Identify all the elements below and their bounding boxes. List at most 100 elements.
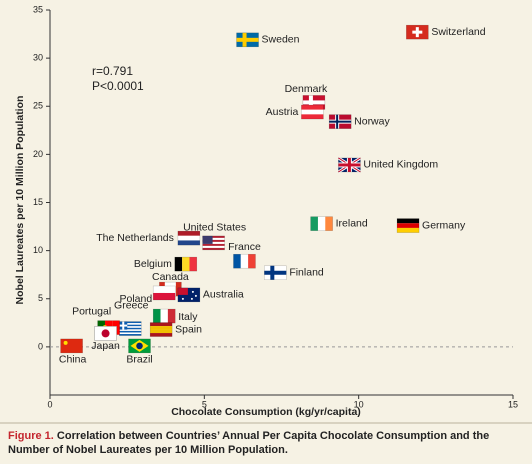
- flag-part: [264, 270, 287, 275]
- flag-part: [160, 309, 168, 324]
- flag-border: [202, 235, 225, 251]
- point-label: Brazil: [126, 354, 152, 366]
- flag-part: [248, 254, 256, 269]
- flag-part: [317, 216, 326, 231]
- point-label: Belgium: [134, 258, 172, 270]
- point-label: Portugal: [72, 305, 111, 317]
- flag-part: [397, 227, 420, 233]
- y-tick-label: 20: [33, 149, 43, 159]
- point-label: China: [59, 354, 87, 366]
- y-tick-label: 10: [33, 245, 43, 255]
- x-tick-label: 5: [202, 399, 207, 409]
- point-label: Japan: [91, 340, 120, 352]
- flag-part: [150, 333, 173, 337]
- y-tick-label: 5: [38, 293, 43, 303]
- flag-part: [177, 231, 200, 236]
- flag-part: [190, 297, 193, 300]
- point-label: Sweden: [262, 34, 300, 46]
- flag-border: [396, 218, 420, 233]
- flag-part: [301, 109, 324, 115]
- y-axis-label: Nobel Laureates per 10 Million Populatio…: [14, 96, 26, 305]
- background: [0, 0, 532, 424]
- flag-part: [150, 329, 173, 334]
- flag-part: [177, 235, 200, 241]
- y-tick-label: 25: [33, 101, 43, 111]
- flag-part: [301, 105, 324, 110]
- flag-part: [194, 294, 197, 297]
- flag-border: [406, 24, 429, 40]
- flag-marker: [202, 235, 225, 251]
- flag-part: [202, 241, 225, 244]
- flag-part: [202, 239, 225, 242]
- flag-part: [202, 235, 213, 244]
- flag-marker: [60, 338, 83, 354]
- flag-part: [182, 257, 190, 272]
- flag-border: [174, 256, 198, 272]
- y-tick-label: 0: [38, 341, 43, 351]
- point-label: Germany: [422, 219, 466, 231]
- flag-part: [301, 114, 324, 120]
- flag-part: [202, 243, 225, 246]
- flag-border: [310, 216, 333, 231]
- caption-text: Correlation between Countries’ Annual Pe…: [8, 430, 490, 456]
- flag-part: [153, 285, 176, 293]
- point-label: United States: [183, 222, 246, 234]
- flag-marker: [149, 322, 173, 337]
- point-label: United Kingdom: [363, 159, 438, 171]
- flag-border: [301, 104, 324, 120]
- flag-marker: [396, 218, 420, 233]
- flag-part: [202, 247, 225, 250]
- flag-border: [177, 230, 201, 246]
- point-label: Canada: [152, 271, 189, 283]
- point-label: Greece: [114, 299, 149, 311]
- flag-part: [202, 237, 225, 240]
- flag-part: [167, 309, 176, 324]
- chart: Chocolate Consumption (kg/yr/capita) Nob…: [0, 0, 532, 424]
- flag-part: [119, 324, 142, 327]
- caption: Figure 1. Correlation between Countries’…: [8, 429, 524, 457]
- flag-part: [119, 327, 142, 330]
- flag-marker: [119, 321, 142, 336]
- flag-border: [152, 285, 176, 301]
- x-tick-label: 10: [354, 399, 364, 409]
- point-label: Denmark: [285, 83, 328, 95]
- caption-label: Figure 1.: [8, 430, 54, 442]
- point-label: Poland: [120, 293, 153, 305]
- x-tick-label: 0: [47, 399, 52, 409]
- flag-part: [310, 216, 318, 231]
- x-tick-label: 15: [508, 399, 518, 409]
- flag-part: [119, 323, 142, 325]
- flag-marker: [328, 114, 352, 129]
- flag-part: [397, 223, 420, 228]
- flag-part: [119, 332, 142, 335]
- flag-part: [240, 254, 249, 269]
- flag-part: [119, 324, 128, 327]
- flag-part: [181, 297, 184, 300]
- point-label: Norway: [354, 115, 390, 127]
- flag-border: [60, 338, 83, 354]
- flag-part: [174, 257, 183, 272]
- flag-marker: [177, 287, 201, 303]
- flag-part: [189, 257, 197, 272]
- flag-part: [119, 326, 142, 328]
- y-tick-label: 15: [33, 197, 43, 207]
- flag-part: [202, 245, 225, 248]
- flag-part: [329, 120, 352, 123]
- flag-marker: [301, 104, 324, 120]
- point-label: Australia: [203, 289, 244, 301]
- flag-marker: [152, 308, 176, 324]
- point-label: The Netherlands: [96, 232, 174, 244]
- flag-border: [94, 326, 117, 341]
- flag-part: [302, 100, 325, 105]
- y-tick-label: 30: [33, 53, 43, 63]
- flag-part: [338, 163, 361, 167]
- flag-part: [119, 329, 142, 331]
- flag-part: [136, 342, 143, 350]
- point-label: Switzerland: [431, 26, 485, 38]
- flag-border: [233, 253, 256, 269]
- y-tick-label: 35: [33, 4, 43, 14]
- x-axis-label: Chocolate Consumption (kg/yr/capita): [171, 406, 361, 418]
- point-label: France: [228, 241, 261, 253]
- annotation: r=0.791: [92, 64, 133, 78]
